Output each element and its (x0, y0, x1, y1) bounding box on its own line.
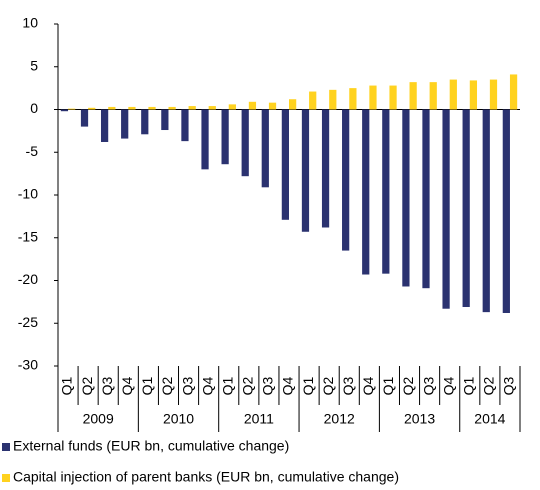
bar (429, 82, 437, 110)
bar (402, 109, 410, 287)
bar (108, 106, 116, 110)
x-tick-label: Q1 (460, 376, 476, 395)
bar (342, 109, 350, 251)
x-tick-label: Q3 (179, 376, 195, 395)
bar (201, 109, 209, 170)
x-tick-label: Q1 (59, 376, 75, 395)
bar (442, 109, 450, 309)
bar (128, 106, 136, 110)
x-tick-label: Q2 (79, 376, 95, 395)
bar (261, 109, 269, 188)
x-tick-label: Q1 (380, 376, 396, 395)
group-label: 2012 (324, 411, 355, 427)
bar (141, 109, 149, 135)
bar (148, 106, 156, 110)
x-tick-label: Q2 (240, 376, 256, 395)
x-tick-label: Q4 (280, 376, 296, 395)
y-tick-label: -10 (18, 186, 38, 202)
x-tick-label: Q3 (420, 376, 436, 395)
bar (349, 88, 357, 110)
x-tick-label: Q1 (300, 376, 316, 395)
x-tick-label: Q3 (99, 376, 115, 395)
y-tick-label: -20 (18, 271, 38, 287)
bar (221, 109, 229, 165)
bar (121, 109, 129, 139)
bar (469, 80, 478, 110)
legend-swatch (2, 443, 10, 451)
bar (181, 109, 189, 142)
group-label: 2010 (163, 411, 194, 427)
bar (509, 74, 518, 110)
bar (289, 99, 297, 110)
bar (281, 109, 289, 220)
y-tick-label: 0 (30, 100, 38, 116)
group-label: 2014 (474, 411, 505, 427)
x-tick-label: Q2 (159, 376, 175, 395)
bar (68, 108, 76, 110)
y-tick-label: -15 (18, 228, 38, 244)
bar (208, 106, 216, 110)
legend-label: External funds (EUR bn, cumulative chang… (13, 438, 289, 454)
bar (100, 109, 109, 142)
bar (161, 109, 169, 131)
x-tick-label: Q1 (219, 376, 235, 395)
bar (462, 109, 470, 308)
x-tick-label: Q2 (400, 376, 416, 395)
x-tick-label: Q2 (481, 376, 497, 395)
y-tick-label: -5 (26, 143, 39, 159)
x-tick-label: Q3 (340, 376, 356, 395)
bar (88, 107, 96, 110)
x-tick-label: Q4 (440, 376, 456, 395)
bar (301, 109, 310, 232)
bar (60, 109, 69, 112)
bar (248, 101, 257, 110)
group-label: 2013 (404, 411, 435, 427)
x-tick-label: Q3 (260, 376, 276, 395)
y-tick-label: -25 (18, 314, 38, 330)
x-tick-label: Q3 (501, 376, 517, 395)
x-tick-label: Q4 (360, 376, 376, 395)
x-tick-label: Q1 (139, 376, 155, 395)
bar (422, 109, 430, 289)
bar (382, 109, 390, 274)
bar (228, 104, 236, 110)
bar (241, 109, 249, 177)
bar (321, 109, 330, 228)
y-tick-label: -30 (18, 357, 38, 373)
bar (188, 106, 196, 110)
group-label: 2009 (83, 411, 114, 427)
x-tick-label: Q4 (119, 376, 135, 395)
x-tick-label: Q4 (199, 376, 215, 395)
bar (409, 82, 417, 110)
bar (80, 109, 89, 127)
y-tick-label: 5 (30, 57, 38, 73)
bar (329, 89, 337, 110)
x-tick-label: Q2 (320, 376, 336, 395)
legend-label: Capital injection of parent banks (EUR b… (13, 469, 399, 485)
bar (369, 85, 377, 110)
group-label: 2011 (244, 411, 274, 427)
bar (362, 109, 370, 275)
bar (489, 79, 498, 110)
bar (449, 79, 457, 110)
bar (502, 109, 510, 313)
bar (482, 109, 490, 313)
bar (309, 91, 317, 110)
bar (168, 106, 176, 110)
bar (268, 102, 277, 110)
bar (389, 85, 397, 110)
legend-swatch (2, 474, 10, 482)
y-tick-label: 10 (22, 15, 38, 31)
